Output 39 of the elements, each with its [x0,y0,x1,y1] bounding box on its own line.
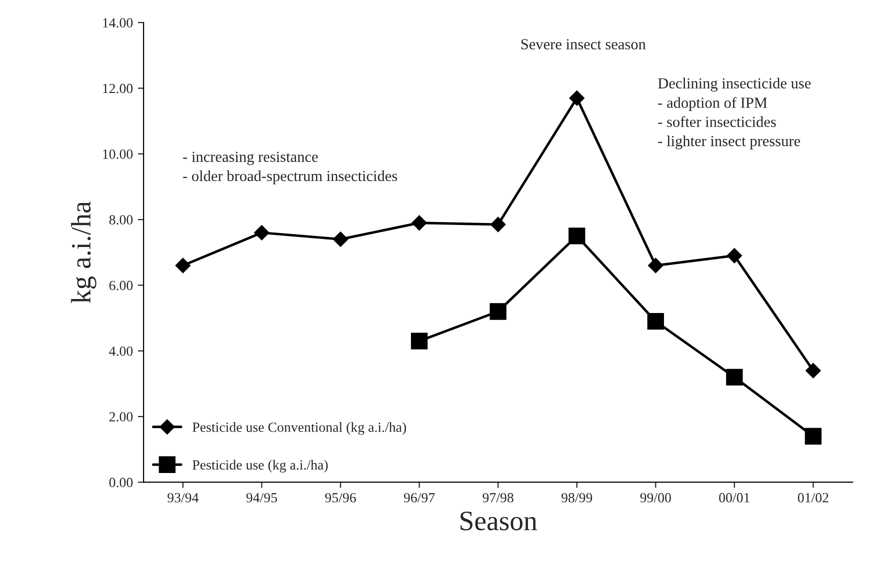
point [806,363,821,378]
y-tick-label: 10.00 [103,149,133,159]
y-tick-label: 0.00 [109,478,133,488]
point [490,216,506,232]
y-tick-label: 14.00 [103,18,133,28]
point [412,215,427,230]
x-tick-label: 96/97 [404,493,435,502]
point [726,368,743,386]
y-tick-label: 4.00 [109,346,133,356]
point [490,303,506,320]
y-tick-label: 12.00 [103,84,133,94]
point [647,313,664,330]
x-tick-label: 99/00 [640,493,671,502]
point [568,228,586,244]
annotation: Severe insect season [521,39,646,50]
x-tick-label: 94/95 [246,493,277,502]
point [254,225,270,240]
y-axis-title: kg a.i./ha [71,201,96,304]
legend-label: Pesticide use (kg a.i./ha) [192,460,328,472]
y-tick-label: 6.00 [109,280,133,290]
x-tick-label: 98/99 [561,493,592,502]
annotation: - increasing resistance - older broad-spectrum insecticides [183,152,398,184]
x-axis-title: Season [460,512,537,530]
point [332,232,348,247]
annotation: Declining insecticide use - adoption of IPM - softer insecticides - lighter insect pressure [658,78,811,150]
point [804,428,822,445]
x-tick-label: 93/94 [168,493,199,502]
point [726,248,742,264]
point [410,332,428,350]
point [569,90,584,106]
x-tick-label: 01/02 [798,493,828,502]
x-tick-label: 00/01 [719,493,750,502]
point [175,258,191,274]
y-tick-label: 2.00 [109,412,133,422]
x-tick-label: 97/98 [482,493,514,502]
legend-label: Pesticide use Conventional (kg a.i./ha) [192,422,406,435]
x-tick-label: 95/96 [325,493,356,502]
point [648,258,664,274]
y-tick-label: 8.00 [109,215,133,225]
